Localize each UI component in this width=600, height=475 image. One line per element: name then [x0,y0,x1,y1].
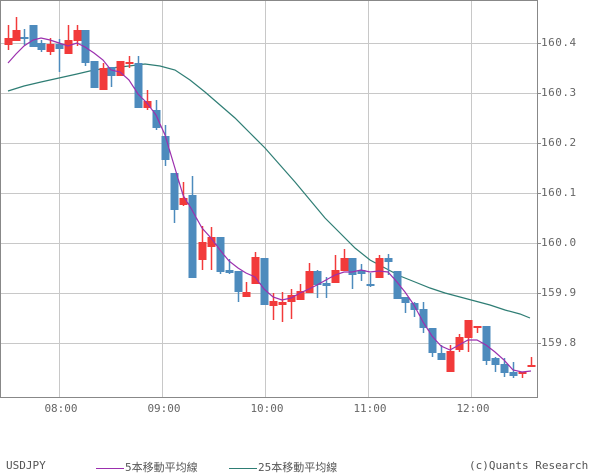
x-tick-label: 12:00 [456,402,490,415]
y-tick-label: 160.2 [541,136,577,149]
candle [313,270,322,298]
candle [234,271,243,302]
candle [99,63,108,90]
candle [491,357,500,372]
candle [527,357,536,367]
ma5-swatch [96,467,124,469]
candle [64,25,73,54]
candle [198,226,207,270]
candle [287,289,296,319]
candle [37,40,46,52]
candle [20,29,29,45]
candle [384,254,393,275]
y-tick-label: 160.0 [541,236,577,249]
candle [116,61,125,76]
legend-ma5: 5本移動平均線 [96,459,198,475]
candle [188,176,197,278]
plot-frame [0,0,538,398]
candle [322,277,331,298]
candle [12,17,21,41]
candles [4,17,536,378]
candle [455,334,464,352]
candle [473,326,482,333]
candle [278,292,287,322]
y-tick-label: 160.1 [541,186,577,199]
ma25-line [7,63,531,319]
y-tick-label: 159.8 [541,336,577,349]
y-tick-label: 160.3 [541,86,577,99]
x-tick-label: 08:00 [44,402,78,415]
x-tick-label: 11:00 [353,402,387,415]
candle [357,264,366,281]
candle [393,271,402,299]
gridlines [0,0,541,397]
ma25-swatch [229,467,257,469]
candle [216,237,225,274]
candle [331,255,340,283]
legend-ma5-label: 5本移動平均線 [125,461,198,474]
candle [125,56,134,68]
copyright: (c)Quants Research [469,459,589,472]
candle [464,320,473,352]
candle [401,297,410,313]
candle [4,25,13,50]
ma5-line [7,37,532,373]
candle [29,25,38,47]
candle [90,61,99,88]
x-tick-label: 09:00 [147,402,181,415]
candle [179,182,188,206]
candle [73,25,82,46]
candle [251,252,260,284]
y-tick-label: 160.4 [541,36,577,49]
candle [260,258,269,305]
candlestick-chart [0,0,541,398]
candle [170,173,179,223]
candle [134,56,143,108]
candle [340,249,349,271]
candle [207,227,216,270]
candle [46,38,55,55]
x-tick-label: 10:00 [250,402,284,415]
candle [305,263,314,293]
candle [419,302,428,333]
candle [242,282,251,297]
y-tick-label: 159.9 [541,286,577,299]
legend-ma25-label: 25本移動平均線 [258,461,338,474]
candle [366,273,375,287]
candle [518,372,527,378]
candle [296,284,305,300]
symbol-label: USDJPY [6,459,46,472]
legend-ma25: 25本移動平均線 [229,459,337,475]
candle [410,302,419,317]
candle [375,255,384,278]
candle [428,328,437,357]
candle [437,345,446,360]
candle [55,39,64,72]
candle [161,125,170,166]
candle [348,258,357,289]
